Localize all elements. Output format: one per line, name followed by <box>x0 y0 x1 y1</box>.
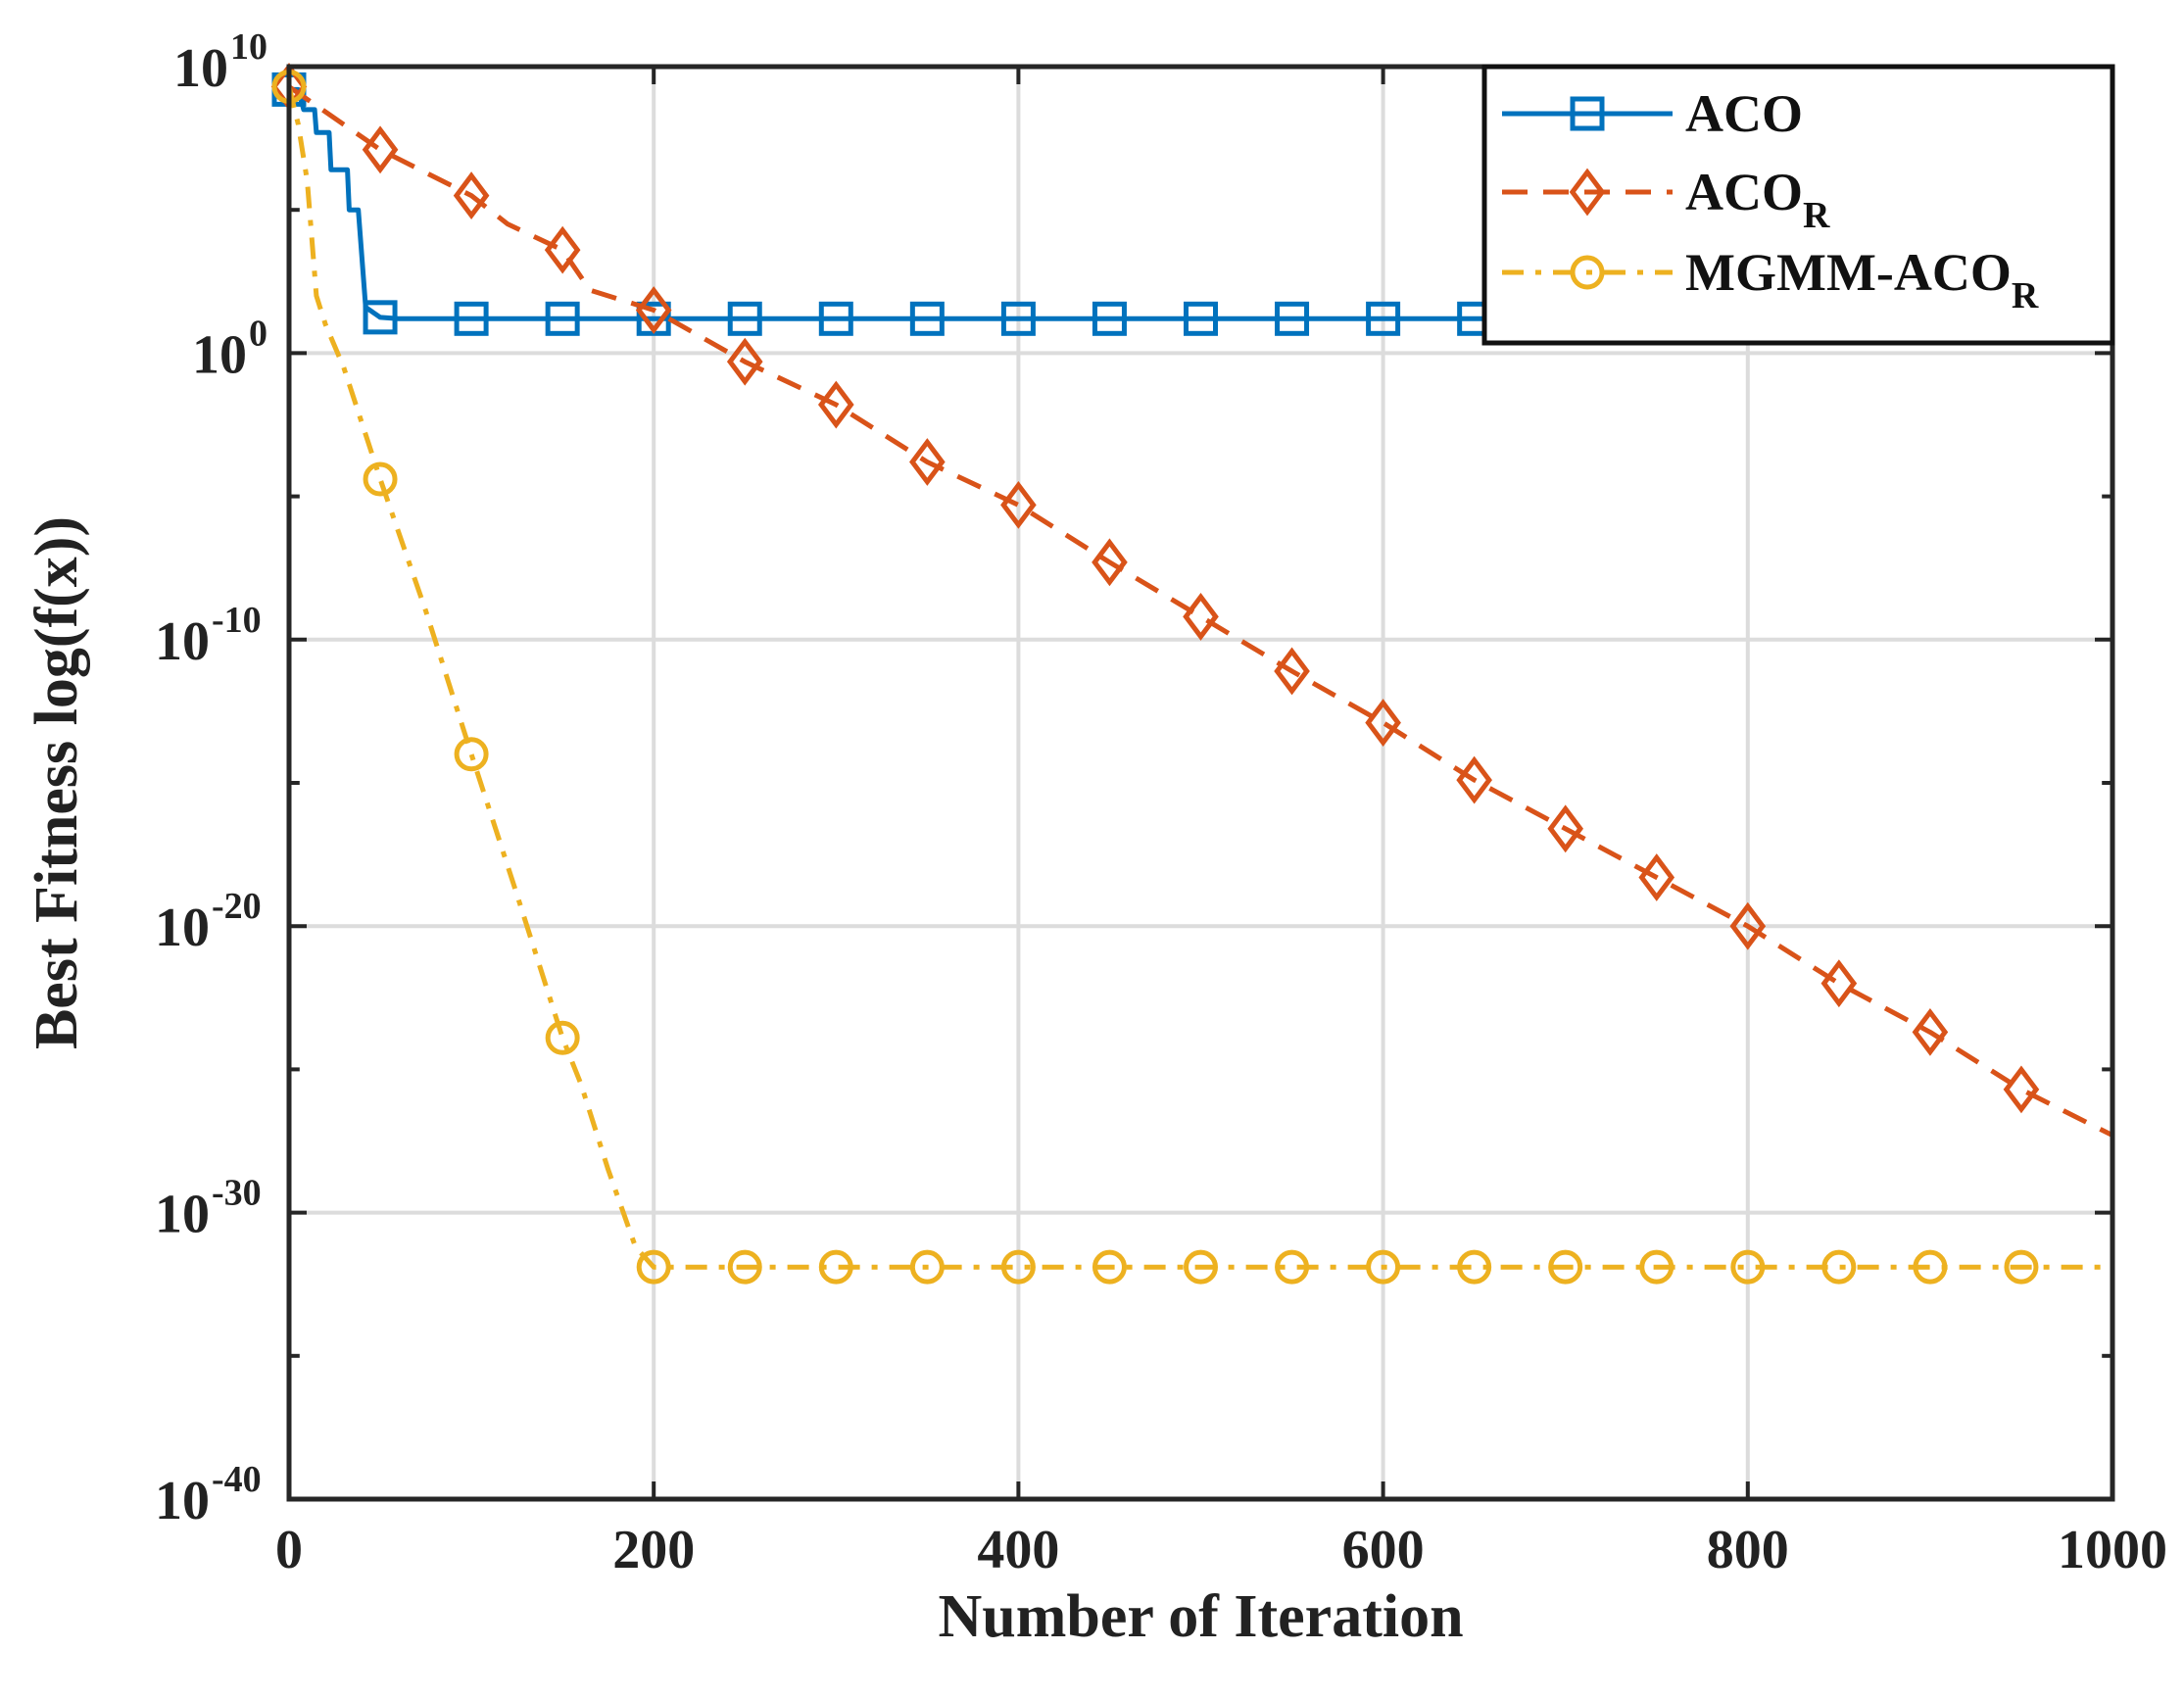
legend-label: ACO <box>1685 84 1803 143</box>
series-marker <box>2003 1065 2040 1114</box>
legend-label: MGMM-ACOR <box>1685 243 2039 316</box>
series-marker <box>909 438 946 486</box>
legend-label-subscript: R <box>1803 195 1830 236</box>
series-marker <box>1092 301 1127 336</box>
x-tick-label: 200 <box>612 1520 695 1580</box>
y-tick-label: 10 -10 <box>155 600 262 672</box>
series-marker <box>1274 647 1310 696</box>
series-line <box>287 84 2114 1138</box>
y-tick-exponent: -20 <box>212 886 262 927</box>
x-tick-label: 400 <box>977 1520 1059 1580</box>
series-marker <box>453 171 490 219</box>
series-marker <box>362 125 399 174</box>
series-marker <box>454 301 489 336</box>
y-tick-base: 10 <box>155 611 210 672</box>
series-marker <box>909 1249 945 1285</box>
series-marker <box>1366 1249 1401 1285</box>
series-marker <box>544 225 581 274</box>
series-marker <box>454 737 489 772</box>
series-marker <box>545 301 580 336</box>
series-marker <box>1366 301 1401 336</box>
y-tick-label: 10 10 <box>173 26 267 99</box>
series-marker <box>1456 755 1492 804</box>
series-marker <box>1730 1249 1766 1285</box>
series-marker <box>1184 1249 1218 1285</box>
series-marker <box>363 461 398 497</box>
series-marker <box>818 1249 853 1285</box>
series-marker <box>1000 301 1036 336</box>
y-tick-label: 10 -40 <box>155 1459 262 1531</box>
series-marker <box>1184 301 1218 336</box>
y-tick-label: 10 -20 <box>155 886 262 958</box>
legend-label-main: MGMM-ACO <box>1685 243 2012 302</box>
y-tick-base: 10 <box>155 1185 210 1245</box>
series-marker <box>727 301 762 336</box>
series-marker <box>909 301 945 336</box>
y-tick-exponent: 0 <box>249 313 267 354</box>
series-marker <box>1457 1249 1492 1285</box>
series-marker <box>727 1249 762 1285</box>
x-tick-label: 0 <box>275 1520 303 1580</box>
series-acor <box>270 63 2114 1138</box>
series-marker <box>636 1249 671 1285</box>
series-marker <box>1092 1249 1127 1285</box>
series-layer <box>270 63 2114 1285</box>
y-tick-base: 10 <box>173 38 228 99</box>
y-tick-base: 10 <box>155 898 210 958</box>
series-marker <box>1092 538 1128 587</box>
legend-item: MGMM-ACOR <box>1502 243 2039 316</box>
series-marker <box>1639 1249 1674 1285</box>
legend-label-main: ACO <box>1685 84 1803 143</box>
legend-label-subscript: R <box>2012 275 2039 316</box>
y-axis-label: Best Fitness log(f(x)) <box>24 516 90 1049</box>
legend-item: ACO <box>1502 84 1803 143</box>
series-marker <box>1000 1249 1036 1285</box>
series-marker <box>1821 1249 1857 1285</box>
series-marker <box>817 380 854 429</box>
series-marker <box>818 301 853 336</box>
series-mgmm-acor <box>271 69 2112 1285</box>
y-tick-exponent: -30 <box>212 1173 262 1214</box>
legend-label-main: ACO <box>1685 163 1803 221</box>
x-tick-labels: 0 200 400 600 800 1000 <box>275 1520 2167 1580</box>
series-marker <box>726 337 763 386</box>
series-marker <box>1729 901 1767 950</box>
x-axis-label: Number of Iteration <box>938 1583 1463 1650</box>
series-marker <box>1913 1249 1948 1285</box>
series-marker <box>1820 959 1858 1008</box>
series-line <box>286 85 2112 1270</box>
series-marker <box>1365 699 1401 748</box>
series-marker <box>635 286 672 334</box>
series-marker <box>2004 1249 2039 1285</box>
series-marker <box>1548 1249 1583 1285</box>
legend-label: ACOR <box>1685 163 1830 236</box>
series-marker <box>1275 1249 1310 1285</box>
legend-item: ACOR <box>1502 163 1830 236</box>
y-tick-exponent: -10 <box>212 600 262 641</box>
y-tick-exponent: 10 <box>230 26 267 68</box>
x-tick-label: 1000 <box>2058 1520 2167 1580</box>
series-marker <box>1000 480 1037 529</box>
series-marker <box>1570 255 1605 290</box>
series-marker <box>1275 301 1310 336</box>
y-tick-base: 10 <box>155 1471 210 1531</box>
x-tick-label: 800 <box>1707 1520 1789 1580</box>
series-marker <box>1183 592 1219 641</box>
y-tick-label: 10 0 <box>192 313 267 385</box>
series-marker <box>1570 96 1605 131</box>
series-marker <box>545 1020 580 1055</box>
y-tick-label: 10 -30 <box>155 1173 262 1245</box>
x-tick-label: 600 <box>1342 1520 1425 1580</box>
series-marker <box>363 300 398 335</box>
y-tick-exponent: -40 <box>212 1459 262 1500</box>
series-marker <box>1638 853 1675 901</box>
y-tick-base: 10 <box>192 324 247 385</box>
series-marker <box>1547 804 1584 853</box>
series-line <box>289 86 2112 321</box>
series-marker <box>1569 168 1606 217</box>
series-marker <box>1912 1007 1949 1056</box>
